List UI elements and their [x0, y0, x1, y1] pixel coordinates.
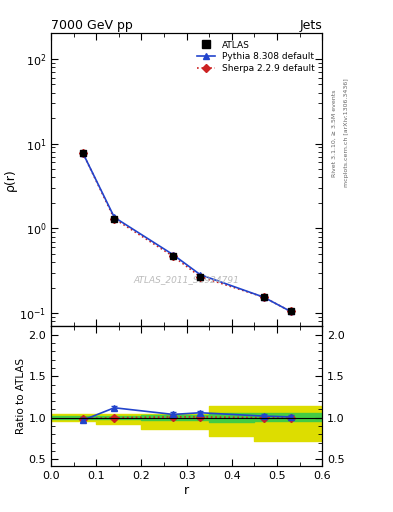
Text: ATLAS_2011_S8924791: ATLAS_2011_S8924791	[134, 275, 240, 284]
Text: Jets: Jets	[299, 19, 322, 32]
Text: Rivet 3.1.10, ≥ 3.5M events: Rivet 3.1.10, ≥ 3.5M events	[332, 90, 337, 177]
X-axis label: r: r	[184, 483, 189, 497]
Text: 7000 GeV pp: 7000 GeV pp	[51, 19, 133, 32]
Legend: ATLAS, Pythia 8.308 default, Sherpa 2.2.9 default: ATLAS, Pythia 8.308 default, Sherpa 2.2.…	[194, 38, 318, 76]
Text: mcplots.cern.ch [arXiv:1306.3436]: mcplots.cern.ch [arXiv:1306.3436]	[344, 79, 349, 187]
Y-axis label: ρ(r): ρ(r)	[4, 168, 17, 191]
Y-axis label: Ratio to ATLAS: Ratio to ATLAS	[16, 358, 26, 434]
